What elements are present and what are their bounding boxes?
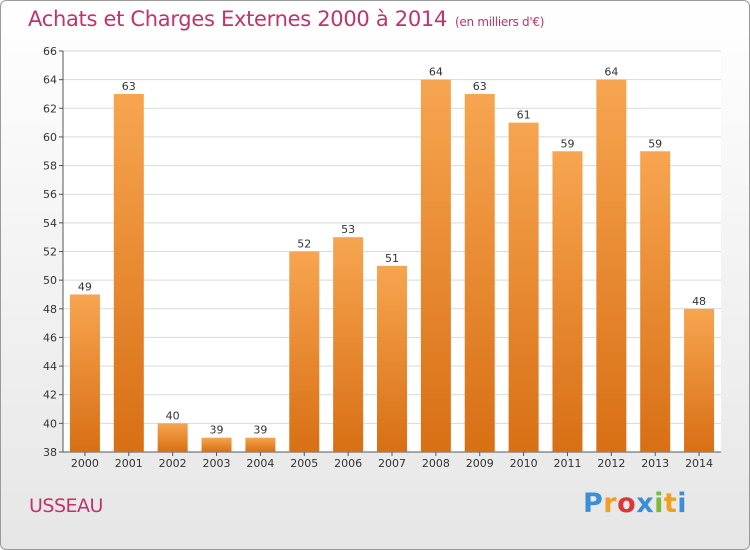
data-label: 64 — [604, 66, 618, 79]
x-tick-label: 2002 — [159, 457, 187, 470]
bar-2012 — [596, 79, 627, 453]
data-label: 52 — [297, 238, 311, 251]
y-tick-label: 60 — [43, 131, 57, 144]
x-tick-label: 2014 — [685, 457, 713, 470]
x-tick-label: 2006 — [334, 457, 362, 470]
bar-2004 — [245, 437, 276, 452]
x-tick-label: 2001 — [115, 457, 143, 470]
chart-subtitle: (en milliers d'€) — [455, 15, 545, 29]
data-label: 48 — [692, 295, 706, 308]
data-label: 63 — [122, 80, 136, 93]
y-tick-label: 50 — [43, 274, 57, 287]
x-tick-label: 2005 — [290, 457, 318, 470]
data-label: 64 — [429, 66, 443, 79]
data-label: 61 — [517, 109, 531, 122]
x-tick-label: 2004 — [246, 457, 274, 470]
data-label: 49 — [78, 280, 92, 293]
x-tick-label: 2009 — [466, 457, 494, 470]
bar-2008 — [420, 79, 451, 453]
data-label: 51 — [385, 252, 399, 265]
location-label: USSEAU — [29, 495, 103, 517]
bar-2006 — [333, 237, 364, 452]
bar-2003 — [201, 437, 232, 452]
bar-2011 — [552, 151, 583, 452]
y-tick-label: 44 — [43, 360, 57, 373]
chart-title: Achats et Charges Externes 2000 à 2014 (e… — [28, 7, 544, 31]
bar-2013 — [640, 151, 671, 452]
y-tick-label: 62 — [43, 102, 57, 115]
data-label: 40 — [166, 409, 180, 422]
bar-2000 — [69, 294, 100, 452]
bar-2005 — [289, 251, 320, 452]
x-tick-label: 2000 — [71, 457, 99, 470]
y-tick-label: 48 — [43, 303, 57, 316]
y-tick-label: 38 — [43, 446, 57, 459]
y-tick-label: 40 — [43, 417, 57, 430]
data-label: 59 — [560, 137, 574, 150]
bar-2010 — [508, 122, 539, 452]
x-tick-label: 2003 — [203, 457, 231, 470]
logo-letter: o — [617, 488, 637, 519]
logo-letter: t — [663, 488, 678, 519]
logo-letter: i — [677, 488, 688, 519]
data-label: 53 — [341, 223, 355, 236]
bar-2014 — [684, 308, 715, 452]
x-tick-label: 2007 — [378, 457, 406, 470]
data-label: 63 — [473, 80, 487, 93]
y-tick-label: 64 — [43, 74, 57, 87]
y-tick-label: 42 — [43, 389, 57, 402]
bar-2001 — [113, 93, 144, 452]
logo-letter: x — [636, 488, 655, 519]
x-tick-label: 2008 — [422, 457, 450, 470]
bar-2009 — [464, 93, 495, 452]
y-tick-label: 54 — [43, 217, 57, 230]
proxiti-logo: Proxiti — [583, 488, 687, 519]
y-tick-label: 58 — [43, 160, 57, 173]
x-tick-label: 2011 — [553, 457, 581, 470]
x-tick-label: 2013 — [641, 457, 669, 470]
logo-letter: r — [603, 488, 618, 519]
bar-2002 — [157, 423, 188, 452]
logo-letter: i — [654, 488, 664, 519]
bar-2007 — [377, 265, 407, 452]
data-label: 39 — [253, 424, 267, 437]
x-tick-label: 2010 — [510, 457, 538, 470]
y-tick-label: 56 — [43, 188, 57, 201]
y-tick-label: 66 — [43, 45, 57, 58]
y-tick-label: 52 — [43, 246, 57, 259]
data-label: 39 — [210, 424, 224, 437]
y-tick-label: 46 — [43, 331, 57, 344]
data-label: 59 — [648, 137, 662, 150]
x-tick-label: 2012 — [597, 457, 625, 470]
logo-letter: P — [583, 488, 604, 519]
chart-title-text: Achats et Charges Externes 2000 à 2014 — [28, 7, 448, 31]
